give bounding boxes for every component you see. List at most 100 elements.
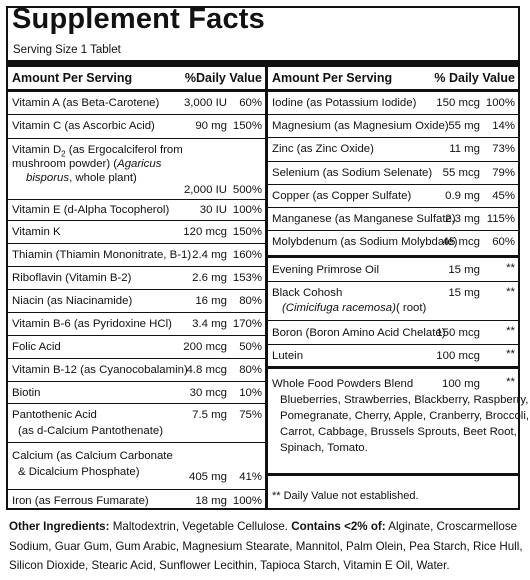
nutrient-name: Molybdenum (as Sodium Molybdate) [272,236,458,248]
nutrient-amount: 4.8 mcg [186,364,227,376]
nutrient-row: Iron (as Ferrous Fumarate) 18 mg 100% [8,490,265,510]
nutrient-amount: 2,000 IU [183,184,227,196]
nutrient-dv: ** [506,348,515,360]
blend-ingredients-line: Spinach, Tomato. [280,442,368,454]
amount-per-serving-heading: Amount Per Serving [12,71,133,85]
nutrient-amount: 15 mg [448,287,480,299]
nutrient-dv: 100% [485,97,515,109]
nutrient-row: Folic Acid 200 mcg 50% [8,336,265,359]
nutrient-name: Evening Primrose Oil [272,264,379,276]
daily-value-heading: %Daily Value [184,71,262,85]
nutrient-name: Riboflavin (Vitamin B-2) [12,272,132,284]
nutrient-row: Calcium (as Calcium Carbonate & Dicalciu… [8,443,265,490]
thick-divider [8,60,518,67]
nutrient-dv: ** [506,286,515,298]
nutrient-name: Folic Acid [12,341,61,353]
nutrient-dv: ** [506,376,515,388]
serving-size: Serving Size 1 Tablet [13,44,121,56]
nutrient-dv: ** [506,262,515,274]
nutrient-name: Vitamin A (as Beta-Carotene) [12,97,160,109]
nutrient-name: Selenium (as Sodium Selenate) [272,167,433,179]
blend-ingredients-line: Pomegranate, Cherry, Apple, Cranberry, B… [280,410,530,422]
contains-label: Contains <2% of: [291,520,386,533]
nutrient-name: Boron (Boron Amino Acid Chelate) [272,327,446,339]
nutrient-amount: 18 mg [195,495,227,507]
nutrient-name: Iodine (as Potassium Iodide) [272,97,417,109]
other-ingredients-text: Maltodextrin, Vegetable Cellulose. [109,520,292,533]
nutrient-name: Vitamin C (as Ascorbic Acid) [12,120,155,132]
nutrient-dv: 160% [232,249,262,261]
nutrient-name-line2: (Cimicifuga racemosa)( root) [282,302,427,314]
nutrient-row: Boron (Boron Amino Acid Chelate) 150 mcg… [268,321,518,345]
nutrient-dv: 75% [239,409,262,421]
nutrient-dv: 170% [232,318,262,330]
column-divider [265,67,268,508]
nutrient-dv: 100% [232,204,262,216]
nutrient-name: Pantothenic Acid [12,409,97,421]
right-header: Amount Per Serving % Daily Value [268,67,518,92]
nutrient-amount: 100 mg [442,378,480,390]
nutrient-amount: 3.4 mg [192,318,227,330]
nutrient-amount: 405 mg [189,471,227,483]
nutrient-name: Iron (as Ferrous Fumarate) [12,495,149,507]
nutrient-amount: 0.9 mg [445,190,480,202]
nutrient-amount: 150 mcg [436,97,480,109]
nutrient-row: Zinc (as Zinc Oxide) 11 mg 73% [268,138,518,162]
nutrient-name: Biotin [12,387,41,399]
nutrient-dv: 80% [239,364,262,376]
nutrient-amount: 2.3 mg [445,213,480,225]
footnote-text: ** Daily Value not established. [272,490,419,502]
nutrient-row: Vitamin A (as Beta-Carotene) 3,000 IU 60… [8,92,265,115]
nutrient-row: Vitamin B-6 (as Pyridoxine HCl) 3.4 mg 1… [8,313,265,336]
nutrient-row: Evening Primrose Oil 15 mg ** [268,258,518,282]
nutrient-name-line3: bisporus, whole plant) [26,172,137,184]
nutrient-amount: 30 IU [199,204,227,216]
nutrient-dv: 100% [232,495,262,507]
nutrient-dv: 60% [239,97,262,109]
nutrient-name: Magnesium (as Magnesium Oxide) [272,120,449,132]
nutrient-amount: 3,000 IU [183,97,227,109]
nutrient-dv: 73% [492,143,515,155]
nutrient-row: Thiamin (Thiamin Mononitrate, B-1) 2.4 m… [8,244,265,267]
nutrient-name: Vitamin B-6 (as Pyridoxine HCl) [12,318,172,330]
nutrient-amount: 11 mg [449,143,480,155]
nutrient-name: Black Cohosh [272,287,343,299]
panel-title: Supplement Facts [12,3,265,35]
nutrient-row: Vitamin D2 (as Ergocalciferol from mushr… [8,139,265,200]
nutrient-dv: 60% [492,236,515,248]
nutrient-row: Black Cohosh (Cimicifuga racemosa)( root… [268,282,518,321]
nutrient-amount: 90 mg [195,120,227,132]
nutrient-dv: 14% [492,120,515,132]
nutrient-row: Vitamin E (d-Alpha Tocopherol) 30 IU 100… [8,200,265,221]
nutrient-dv: 80% [239,295,262,307]
nutrient-name: Zinc (as Zinc Oxide) [272,143,374,155]
nutrient-amount: 15 mg [448,264,480,276]
nutrient-name: Thiamin (Thiamin Mononitrate, B-1) [12,249,192,261]
nutrient-row: Iodine (as Potassium Iodide) 150 mcg 100… [268,92,518,115]
nutrient-dv: 115% [486,213,515,225]
nutrient-amount: 2.4 mg [192,249,227,261]
nutrient-name: Vitamin E (d-Alpha Tocopherol) [12,204,170,216]
nutrient-row: Molybdenum (as Sodium Molybdate) 45 mcg … [268,231,518,258]
nutrient-amount: 100 mcg [436,350,480,362]
blend-ingredients-line: Blueberries, Strawberries, Blackberry, R… [280,394,529,406]
nutrient-name: Niacin (as Niacinamide) [12,295,133,307]
other-ingredients-label: Other Ingredients: [9,520,110,533]
nutrient-name: Manganese (as Manganese Sulfate) [272,213,456,225]
nutrient-dv: ** [506,325,515,337]
other-ingredients: Other Ingredients: Maltodextrin, Vegetab… [9,517,525,576]
nutrient-amount: 2.6 mg [192,272,227,284]
blend-ingredients-line: Carrot, Cabbage, Brussels Sprouts, Beet … [280,426,517,438]
nutrient-amount: 16 mg [195,295,227,307]
nutrient-row: Vitamin B-12 (as Cyanocobalamin) 4.8 mcg… [8,359,265,382]
nutrient-dv: 79% [492,167,515,179]
nutrient-amount: 45 mcg [442,236,480,248]
nutrient-dv: 41% [239,471,262,483]
right-column: Amount Per Serving % Daily Value Iodine … [268,67,529,508]
nutrient-row: Copper (as Copper Sulfate) 0.9 mg 45% [268,185,518,208]
nutrient-name: Vitamin B-12 (as Cyanocobalamin) [12,364,188,376]
nutrient-dv: 153% [232,272,262,284]
nutrient-amount: 200 mcg [183,341,227,353]
nutrient-dv: 150% [232,120,262,132]
nutrient-name: Copper (as Copper Sulfate) [272,190,412,202]
